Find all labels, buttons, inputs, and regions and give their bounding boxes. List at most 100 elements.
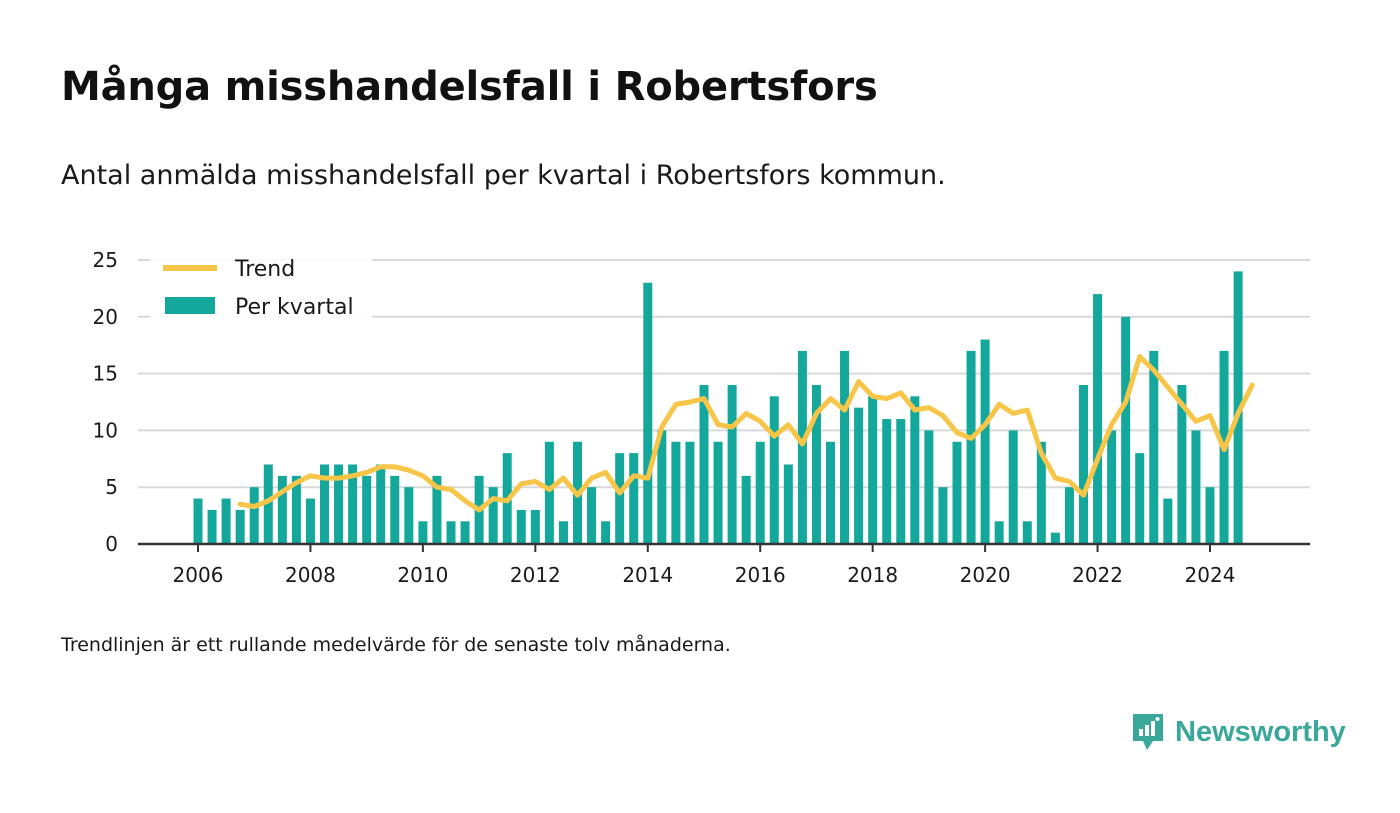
bar [1093,294,1103,544]
x-tick-label-2006: 2006 [173,563,224,587]
x-tick-label-2016: 2016 [735,563,786,587]
bar [488,487,498,544]
bar [418,521,428,544]
bar [713,441,723,544]
footnote: Trendlinjen är ett rullande medelvärde f… [61,634,731,656]
x-tick-label-2018: 2018 [847,563,898,587]
y-tick-label-0: 0 [105,532,118,556]
bar [924,430,934,544]
bar [1079,384,1088,544]
bar [826,441,835,544]
bar [1050,532,1060,544]
y-tick-label-5: 5 [105,475,118,499]
bar [291,475,301,544]
brand-name: Newsworthy [1175,715,1346,748]
bar [601,521,611,544]
bar [685,441,695,544]
bar [530,509,540,544]
bar [544,441,554,544]
bar [910,396,920,544]
legend-label-trend: Trend [234,257,295,282]
bar [193,498,203,544]
y-tick-label-10: 10 [93,418,118,442]
bar [1177,384,1187,544]
y-tick-label-25: 25 [93,248,118,272]
bar [235,509,245,544]
bar [432,475,442,544]
bar [840,350,850,544]
bar [980,339,990,544]
bar [460,521,470,544]
bar [249,487,259,544]
bar [446,521,456,544]
bar [797,350,807,544]
bar [1064,487,1074,544]
x-tick-label-2024: 2024 [1185,563,1236,587]
bar [755,441,765,544]
bar [1233,271,1243,544]
x-axis-tick-labels: 2006 2008 2010 2012 2014 2016 2018 2020 2022 2024 [173,544,1236,587]
x-tick-label-2022: 2022 [1072,563,1123,587]
bar [615,453,625,544]
bar [896,419,906,544]
x-tick-label-2008: 2008 [285,563,336,587]
bar [811,384,821,544]
legend-bar-swatch [165,297,215,314]
bar [966,350,976,544]
bar [1163,498,1173,544]
bar [320,464,329,544]
bar [1191,430,1201,544]
bar [769,396,779,544]
bar [516,509,526,544]
bar [699,384,709,544]
bar [629,453,639,544]
bar [952,441,962,544]
bar [558,521,568,544]
bar [305,498,315,544]
bar [1149,350,1159,544]
y-tick-label-15: 15 [93,362,118,386]
trend-line [237,354,1255,513]
bar [882,419,892,544]
brand-logo: Newsworthy [1131,710,1346,754]
bar [671,441,681,544]
x-tick-label-2012: 2012 [510,563,561,587]
x-tick-label-2020: 2020 [960,563,1011,587]
bar [207,509,217,544]
bar-series-per-kvartal [193,271,1243,544]
bar [390,475,400,544]
bar [1022,521,1032,544]
bar [1107,430,1117,544]
x-tick-label-2014: 2014 [622,563,673,587]
legend-label-per-kvartal: Per kvartal [235,295,354,320]
bar [1008,430,1018,544]
bar [1036,441,1046,544]
bar [277,475,287,544]
bar [263,464,273,544]
newsworthy-logo-icon [1133,714,1163,750]
bar [587,487,597,544]
bar [362,475,372,544]
bar [1205,487,1215,544]
chart-title: Många misshandelsfall i Robertsfors [61,64,878,110]
bar [643,282,653,544]
bar [741,475,751,544]
chart-subtitle: Antal anmälda misshandelsfall per kvarta… [61,160,946,191]
bar [1135,453,1145,544]
bar [334,464,344,544]
bar [783,464,793,544]
bar [1121,316,1131,544]
bar [727,384,737,544]
bar [376,464,386,544]
y-tick-label-20: 20 [93,305,118,329]
bar [404,487,414,544]
bar [994,521,1004,544]
bar [348,464,358,544]
bar [854,407,864,544]
legend: Trend Per kvartal [150,250,372,322]
bar [868,396,878,544]
bar [221,498,231,544]
bar [657,430,667,544]
y-axis-tick-labels: 0 5 10 15 20 25 [93,248,118,556]
